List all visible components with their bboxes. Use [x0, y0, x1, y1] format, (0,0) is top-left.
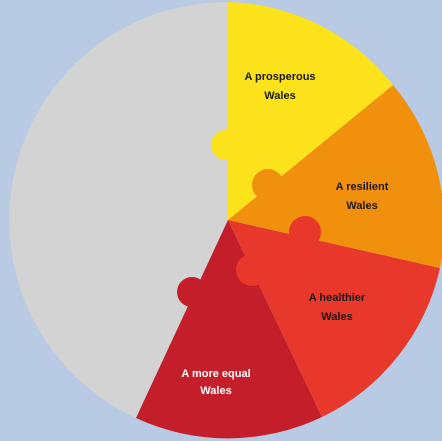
knob-healthier-into-resilient: [289, 216, 321, 248]
knob-healthier-into-more-equal: [236, 254, 268, 286]
knob-more-equal-into-grey: [177, 277, 207, 307]
label-prosperous-line1: A prosperous: [244, 71, 315, 83]
label-more-equal-line2: Wales: [200, 385, 231, 397]
segment-resilient: [228, 85, 442, 268]
label-healthier-line2: Wales: [321, 311, 352, 323]
label-prosperous-line2: Wales: [264, 90, 295, 102]
label-resilient-line2: Wales: [346, 200, 377, 212]
segment-prosperous: [228, 2, 393, 220]
label-more-equal-line1: A more equal: [181, 368, 250, 380]
label-resilient-line1: A resilient: [336, 181, 389, 193]
segment-remaining: [9, 1, 228, 419]
segment-healthier: [228, 220, 440, 417]
segment-more-equal: [136, 220, 322, 439]
knob-resilient-into-prosperous: [252, 169, 284, 201]
label-healthier-line1: A healthier: [309, 292, 366, 304]
knob-prosperous-into-grey: [211, 130, 241, 160]
